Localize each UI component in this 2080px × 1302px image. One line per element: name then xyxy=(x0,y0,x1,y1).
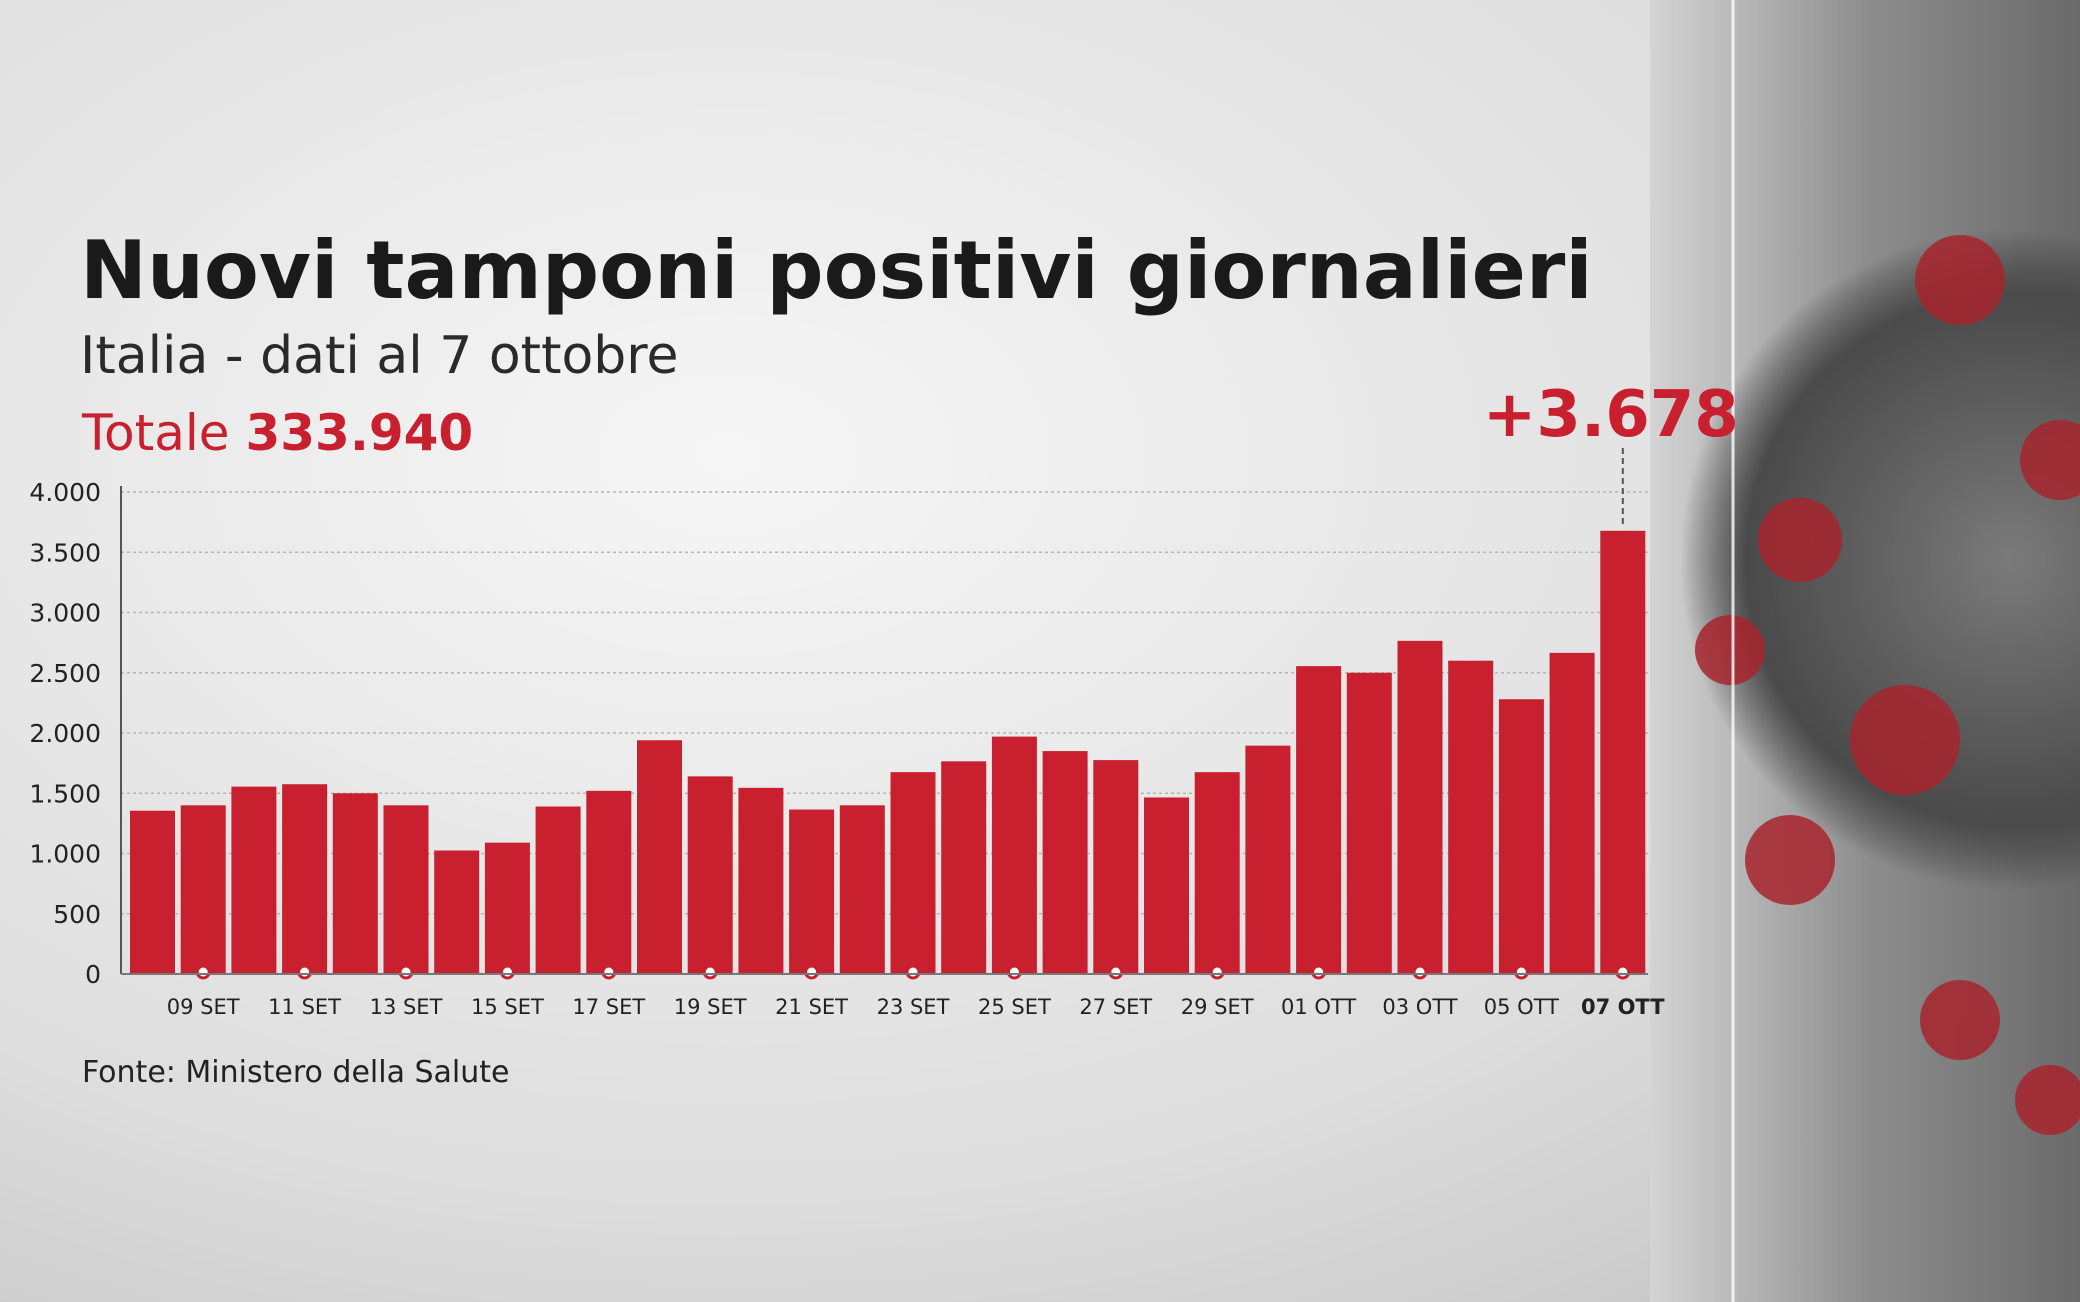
y-tick-label: 4.000 xyxy=(29,478,101,507)
bar xyxy=(890,772,936,974)
date-marker xyxy=(195,964,211,980)
bar xyxy=(991,736,1037,974)
total: Totale 333.940 xyxy=(81,404,473,462)
bar xyxy=(434,850,480,974)
y-tick-label: 0 xyxy=(85,960,101,989)
bar xyxy=(535,806,581,974)
chart-title: Nuovi tamponi positivi giornalieri xyxy=(80,224,1593,317)
total-value: 333.940 xyxy=(245,404,473,462)
bar xyxy=(839,805,885,974)
y-tick-label: 3.000 xyxy=(29,599,101,628)
bar xyxy=(130,810,175,974)
virus-image xyxy=(1680,230,2080,890)
date-marker xyxy=(1412,964,1428,980)
date-marker xyxy=(297,964,313,980)
bar xyxy=(231,786,277,974)
x-tick-label: 03 OTT xyxy=(1382,995,1457,1019)
bar xyxy=(941,761,987,974)
x-tick-label: 05 OTT xyxy=(1484,995,1559,1019)
x-tick-label: 29 SET xyxy=(1181,995,1254,1019)
bar xyxy=(282,784,328,974)
x-tick-label: 21 SET xyxy=(775,995,848,1019)
y-tick-label: 500 xyxy=(53,900,101,929)
date-marker xyxy=(1006,964,1022,980)
x-tick-label: 23 SET xyxy=(877,995,950,1019)
x-tick-label: 07 OTT xyxy=(1581,995,1665,1019)
x-tick-label: 13 SET xyxy=(370,995,443,1019)
bar xyxy=(180,805,226,974)
x-tick-label: 25 SET xyxy=(978,995,1051,1019)
bar xyxy=(484,842,530,974)
bar xyxy=(1498,699,1544,974)
bar xyxy=(1194,772,1240,974)
x-tick-label: 19 SET xyxy=(674,995,747,1019)
date-marker xyxy=(905,964,921,980)
chart-subtitle: Italia - dati al 7 ottobre xyxy=(80,326,679,386)
source: Fonte: Ministero della Salute xyxy=(82,1055,510,1090)
annotation: +3.678 xyxy=(1483,378,1739,452)
x-tick-label: 15 SET xyxy=(471,995,544,1019)
x-tick-label: 09 SET xyxy=(167,995,240,1019)
date-marker xyxy=(1209,964,1225,980)
bar xyxy=(332,793,378,974)
y-tick-label: 3.500 xyxy=(29,538,101,567)
bar xyxy=(1346,672,1392,974)
date-marker xyxy=(1108,964,1124,980)
total-label: Totale xyxy=(81,404,230,462)
bar xyxy=(1296,666,1342,974)
date-marker xyxy=(1311,964,1327,980)
virus-spikes xyxy=(1695,235,2080,1135)
bar xyxy=(1144,797,1189,974)
y-tick-label: 2.000 xyxy=(29,719,101,748)
bar xyxy=(637,740,682,974)
x-tick-label: 27 SET xyxy=(1079,995,1152,1019)
bar xyxy=(1448,660,1494,974)
date-marker xyxy=(499,964,515,980)
x-tick-label: 11 SET xyxy=(268,995,341,1019)
bar xyxy=(1397,640,1443,974)
date-marker xyxy=(398,964,414,980)
y-tick-label: 1.500 xyxy=(29,779,101,808)
date-marker xyxy=(804,964,820,980)
bar xyxy=(789,809,835,974)
date-marker xyxy=(1513,964,1529,980)
date-marker xyxy=(1615,964,1631,980)
bar xyxy=(687,776,733,974)
bar xyxy=(586,790,632,974)
bar xyxy=(1600,530,1646,974)
bar xyxy=(383,805,429,974)
date-marker xyxy=(601,964,617,980)
bar xyxy=(1549,652,1595,974)
bar xyxy=(1042,751,1088,974)
bar xyxy=(1245,745,1291,974)
y-tick-label: 2.500 xyxy=(29,659,101,688)
bar xyxy=(1093,760,1139,974)
x-tick-label: 17 SET xyxy=(572,995,645,1019)
date-marker xyxy=(702,964,718,980)
x-tick-label: 01 OTT xyxy=(1281,995,1356,1019)
bar xyxy=(738,787,784,974)
y-tick-label: 1.000 xyxy=(29,840,101,869)
